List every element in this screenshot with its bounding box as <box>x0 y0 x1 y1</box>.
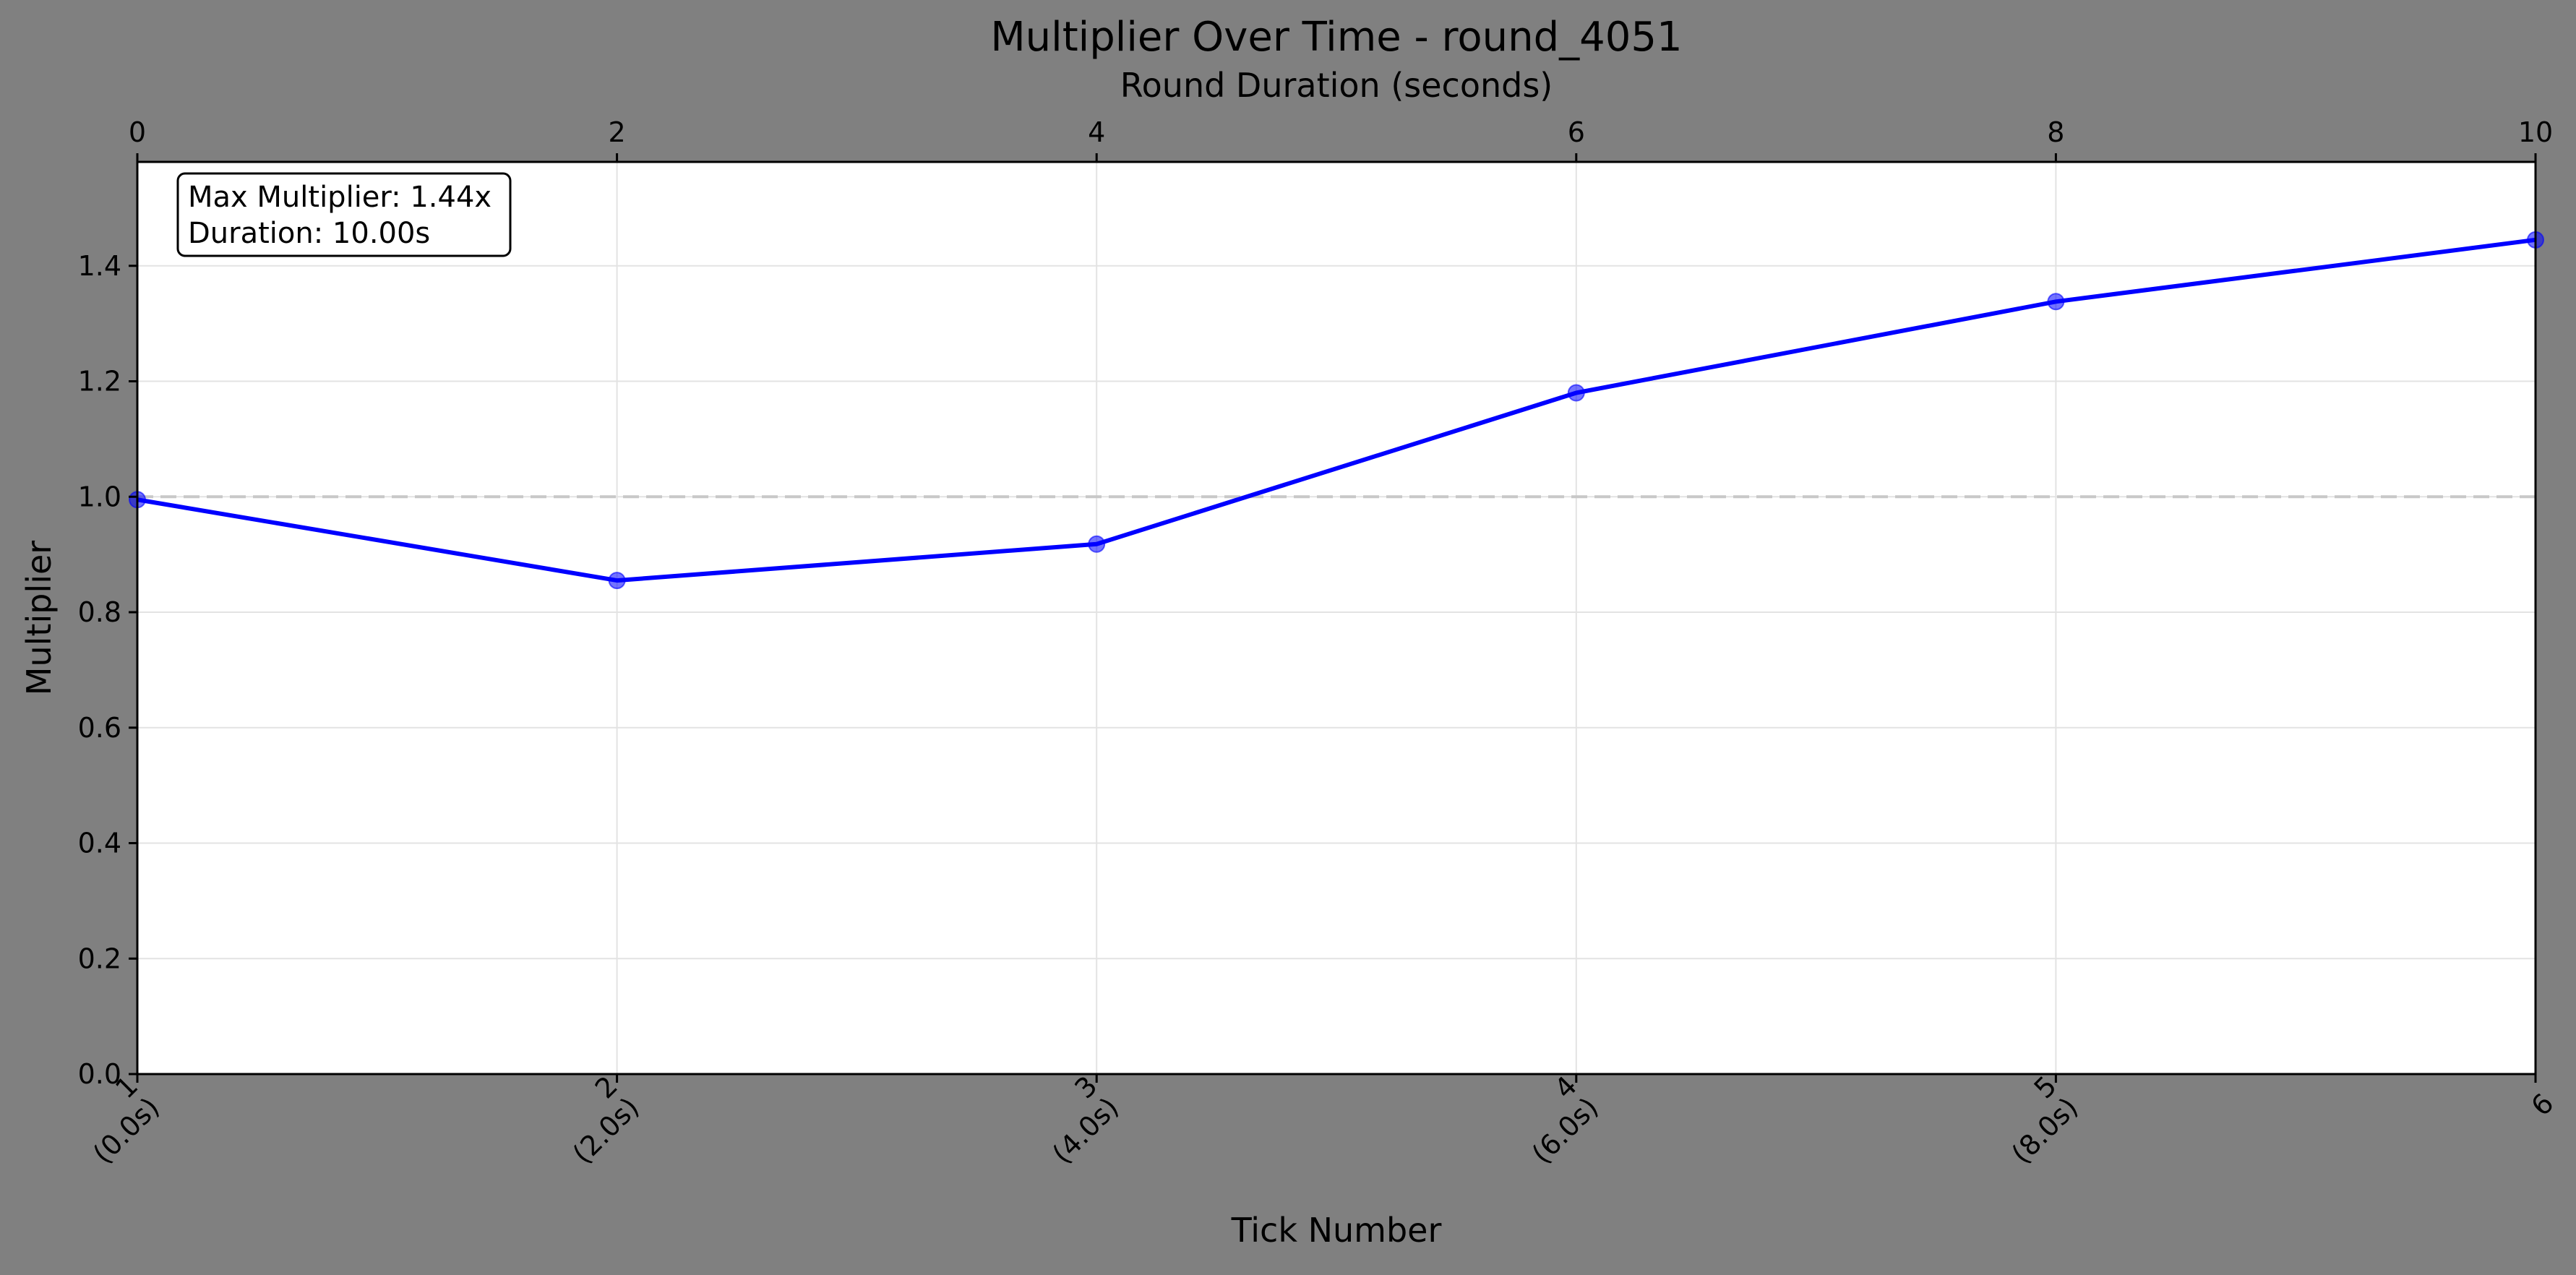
data-point <box>608 572 626 590</box>
x2-tick-label: 6 <box>1568 116 1585 148</box>
x-tick-label: 5(8.0s) <box>1984 1070 2084 1169</box>
y-tick-label: 1.2 <box>78 366 121 398</box>
plot-area <box>137 162 2536 1074</box>
data-point <box>1567 384 1585 402</box>
annotation-text: Max Multiplier: 1.44x <box>188 181 491 214</box>
x2-tick-label: 4 <box>1088 116 1105 148</box>
plot-frame <box>136 160 2537 1076</box>
x2-axis-label: Round Duration (seconds) <box>1120 66 1553 105</box>
y-tick-label: 1.4 <box>78 250 121 282</box>
y-tick-label: 0.0 <box>78 1058 121 1090</box>
x-tick-label: 2(2.0s) <box>545 1070 645 1169</box>
x2-tick-label: 2 <box>609 116 626 148</box>
y-axis-label: Multiplier <box>20 541 59 696</box>
annotation-text: Duration: 10.00s <box>188 217 430 250</box>
y-tick-label: 1.0 <box>78 481 121 512</box>
x-tick-label: 6 <box>2525 1087 2559 1122</box>
x-tick-label: 4(6.0s) <box>1504 1070 1604 1169</box>
data-point <box>1088 535 1106 553</box>
x-tick-label: 3(4.0s) <box>1025 1070 1125 1169</box>
y-tick-label: 0.8 <box>78 596 121 628</box>
x-axis-label: Tick Number <box>1231 1211 1442 1250</box>
x2-tick-label: 10 <box>2518 116 2553 148</box>
series-line <box>137 237 2536 583</box>
chart-title: Multiplier Over Time - round_4051 <box>990 14 1682 61</box>
annotation-box <box>176 172 512 257</box>
x2-tick-label: 0 <box>129 116 146 148</box>
data-point <box>2047 293 2065 311</box>
y-tick-label: 0.6 <box>78 712 121 744</box>
y-tick-label: 0.4 <box>78 828 121 859</box>
x2-tick-label: 8 <box>2047 116 2064 148</box>
y-tick-label: 0.2 <box>78 943 121 974</box>
